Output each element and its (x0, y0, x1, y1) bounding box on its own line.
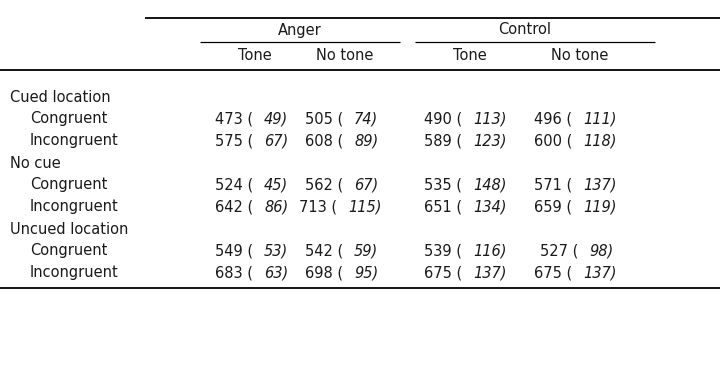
Text: Uncued location: Uncued location (10, 222, 128, 237)
Text: 539 (: 539 ( (424, 243, 462, 258)
Text: Control: Control (499, 23, 552, 38)
Text: 651 (: 651 ( (424, 200, 462, 215)
Text: 496 (: 496 ( (534, 111, 572, 127)
Text: 527 (: 527 ( (539, 243, 578, 258)
Text: Incongruent: Incongruent (30, 134, 119, 149)
Text: Congruent: Congruent (30, 111, 107, 127)
Text: 600 (: 600 ( (534, 134, 572, 149)
Text: 74): 74) (354, 111, 378, 127)
Text: 575 (: 575 ( (215, 134, 253, 149)
Text: Tone: Tone (453, 49, 487, 64)
Text: 123): 123) (473, 134, 507, 149)
Text: 505 (: 505 ( (305, 111, 343, 127)
Text: 683 (: 683 ( (215, 265, 253, 280)
Text: Anger: Anger (278, 23, 322, 38)
Text: 49): 49) (264, 111, 288, 127)
Text: Tone: Tone (238, 49, 272, 64)
Text: 134): 134) (473, 200, 507, 215)
Text: 675 (: 675 ( (534, 265, 572, 280)
Text: 63): 63) (264, 265, 288, 280)
Text: No tone: No tone (316, 49, 374, 64)
Text: 535 (: 535 ( (424, 177, 462, 192)
Text: 642 (: 642 ( (215, 200, 253, 215)
Text: 53): 53) (264, 243, 288, 258)
Text: 473 (: 473 ( (215, 111, 253, 127)
Text: Congruent: Congruent (30, 177, 107, 192)
Text: 118): 118) (584, 134, 617, 149)
Text: 137): 137) (583, 265, 617, 280)
Text: 98): 98) (589, 243, 613, 258)
Text: 67): 67) (264, 134, 288, 149)
Text: Congruent: Congruent (30, 243, 107, 258)
Text: 137): 137) (473, 265, 507, 280)
Text: 115): 115) (348, 200, 382, 215)
Text: Cued location: Cued location (10, 89, 111, 104)
Text: Incongruent: Incongruent (30, 265, 119, 280)
Text: 571 (: 571 ( (534, 177, 572, 192)
Text: 119): 119) (583, 200, 617, 215)
Text: 542 (: 542 ( (305, 243, 343, 258)
Text: 675 (: 675 ( (424, 265, 462, 280)
Text: 113): 113) (473, 111, 507, 127)
Text: 116): 116) (473, 243, 507, 258)
Text: 111): 111) (583, 111, 617, 127)
Text: Incongruent: Incongruent (30, 200, 119, 215)
Text: No tone: No tone (551, 49, 609, 64)
Text: 148): 148) (473, 177, 507, 192)
Text: 137): 137) (583, 177, 617, 192)
Text: 589 (: 589 ( (424, 134, 462, 149)
Text: 86): 86) (264, 200, 288, 215)
Text: 89): 89) (354, 134, 379, 149)
Text: 524 (: 524 ( (215, 177, 253, 192)
Text: 95): 95) (354, 265, 378, 280)
Text: 698 (: 698 ( (305, 265, 343, 280)
Text: 713 (: 713 ( (299, 200, 337, 215)
Text: 562 (: 562 ( (305, 177, 343, 192)
Text: 490 (: 490 ( (424, 111, 462, 127)
Text: 549 (: 549 ( (215, 243, 253, 258)
Text: 45): 45) (264, 177, 288, 192)
Text: 608 (: 608 ( (305, 134, 343, 149)
Text: 67): 67) (354, 177, 378, 192)
Text: 659 (: 659 ( (534, 200, 572, 215)
Text: 59): 59) (354, 243, 379, 258)
Text: No cue: No cue (10, 155, 61, 170)
